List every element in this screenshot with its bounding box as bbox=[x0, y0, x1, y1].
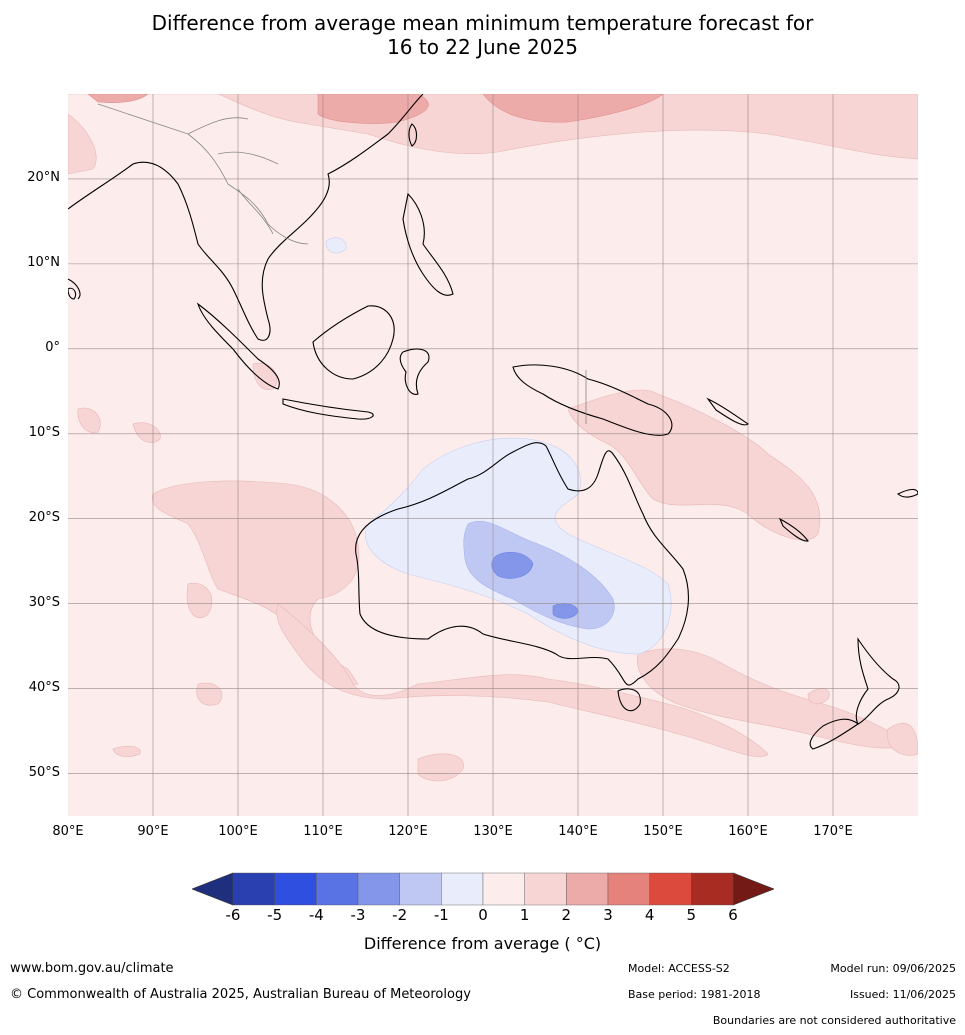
model-name: Model: ACCESS-S2 bbox=[628, 962, 730, 975]
map-title-line2: 16 to 22 June 2025 bbox=[387, 35, 578, 59]
anomaly-minus2-minus1-regions bbox=[463, 520, 615, 630]
colorbar-cell bbox=[482, 872, 525, 906]
colorbar-tick-label: 4 bbox=[644, 906, 655, 924]
lon-label-160e: 160°E bbox=[728, 824, 768, 839]
colorbar bbox=[192, 872, 774, 906]
colorbar-cell bbox=[524, 872, 567, 906]
colorbar-cell bbox=[357, 872, 400, 906]
lat-label-30s: 30°S bbox=[28, 595, 60, 610]
country-borders bbox=[97, 103, 587, 424]
colorbar-high-arrow bbox=[732, 872, 774, 906]
lat-label-50s: 50°S bbox=[28, 765, 60, 780]
lat-label-20s: 20°S bbox=[28, 510, 60, 525]
australia-coastline bbox=[355, 442, 689, 686]
lat-label-20n: 20°N bbox=[27, 170, 60, 185]
boundaries-disclaimer: Boundaries are not considered authoritat… bbox=[712, 1014, 956, 1027]
lon-label-150e: 150°E bbox=[643, 824, 683, 839]
sri-lanka-coastline bbox=[68, 287, 77, 300]
southeast-asia-borders bbox=[187, 133, 309, 245]
colorbar-tick-label: 2 bbox=[561, 906, 572, 924]
colorbar-tick-label: 5 bbox=[686, 906, 697, 924]
new-caledonia-coastline bbox=[778, 517, 809, 542]
issued-date: Issued: 11/06/2025 bbox=[849, 988, 956, 1001]
colorbar-cell bbox=[607, 872, 650, 906]
lon-label-80e: 80°E bbox=[52, 824, 84, 839]
colorbar-cell bbox=[274, 872, 317, 906]
anomaly-minus3-minus2-regions bbox=[491, 551, 579, 619]
lon-label-100e: 100°E bbox=[218, 824, 258, 839]
lat-label-40s: 40°S bbox=[28, 680, 60, 695]
colorbar-label: Difference from average ( °C) bbox=[363, 934, 602, 953]
lat-label-10n: 10°N bbox=[27, 255, 60, 270]
lat-label-0: 0° bbox=[45, 340, 60, 355]
fiji-coastline bbox=[896, 488, 918, 498]
sulawesi-coastline bbox=[399, 348, 430, 395]
anomaly-2-3-regions bbox=[87, 94, 664, 124]
base-period: Base period: 1981-2018 bbox=[628, 988, 761, 1001]
colorbar-tick-label: -5 bbox=[267, 906, 283, 924]
borneo-coastline bbox=[312, 305, 395, 380]
map-title-line1: Difference from average mean minimum tem… bbox=[151, 11, 814, 35]
colorbar-tick-label: 1 bbox=[519, 906, 530, 924]
colorbar-cell bbox=[566, 872, 609, 906]
colorbar-tick-label: 3 bbox=[603, 906, 613, 924]
new-zealand-north-coastline bbox=[855, 637, 900, 725]
colorbar-cell bbox=[232, 872, 275, 906]
new-zealand-south-coastline bbox=[809, 718, 859, 750]
colorbar-cell bbox=[316, 872, 359, 906]
colorbar-tick-label: -4 bbox=[308, 906, 324, 924]
colorbar-tick-label: 6 bbox=[728, 906, 738, 924]
java-coastline bbox=[282, 398, 374, 420]
lon-label-130e: 130°E bbox=[473, 824, 513, 839]
colorbar-cell bbox=[399, 872, 442, 906]
lon-label-170e: 170°E bbox=[813, 824, 853, 839]
copyright-text: © Commonwealth of Australia 2025, Austra… bbox=[10, 987, 471, 1002]
new-guinea-coastline bbox=[512, 364, 673, 436]
colorbar-cell bbox=[441, 872, 484, 906]
taiwan-coastline bbox=[408, 123, 418, 147]
graticule bbox=[68, 94, 918, 816]
lon-label-110e: 110°E bbox=[303, 824, 343, 839]
colorbar-tick-label: -2 bbox=[392, 906, 408, 924]
coastlines bbox=[68, 94, 918, 750]
philippines-coastline bbox=[402, 192, 454, 296]
colorbar-tick-label: -6 bbox=[225, 906, 241, 924]
tasmania-coastline bbox=[617, 688, 641, 712]
website-link[interactable]: www.bom.gov.au/climate bbox=[10, 961, 174, 976]
solomon-islands-coastline bbox=[707, 398, 749, 426]
lat-label-10s: 10°S bbox=[28, 425, 60, 440]
colorbar-cell bbox=[691, 872, 734, 906]
lon-label-120e: 120°E bbox=[388, 824, 428, 839]
colorbar-tick-label: 0 bbox=[478, 906, 488, 924]
lon-label-140e: 140°E bbox=[558, 824, 598, 839]
colorbar-tick-label: -1 bbox=[433, 906, 449, 924]
asia-coastline bbox=[68, 94, 424, 341]
sumatra-coastline bbox=[196, 302, 280, 390]
forecast-map bbox=[68, 94, 918, 816]
model-run-date: Model run: 09/06/2025 bbox=[830, 962, 956, 975]
india-coastline bbox=[68, 278, 81, 300]
colorbar-cell bbox=[649, 872, 692, 906]
colorbar-tick-label: -3 bbox=[350, 906, 366, 924]
china-border bbox=[97, 103, 249, 135]
colorbar-low-arrow bbox=[192, 872, 234, 906]
lon-label-90e: 90°E bbox=[137, 824, 169, 839]
